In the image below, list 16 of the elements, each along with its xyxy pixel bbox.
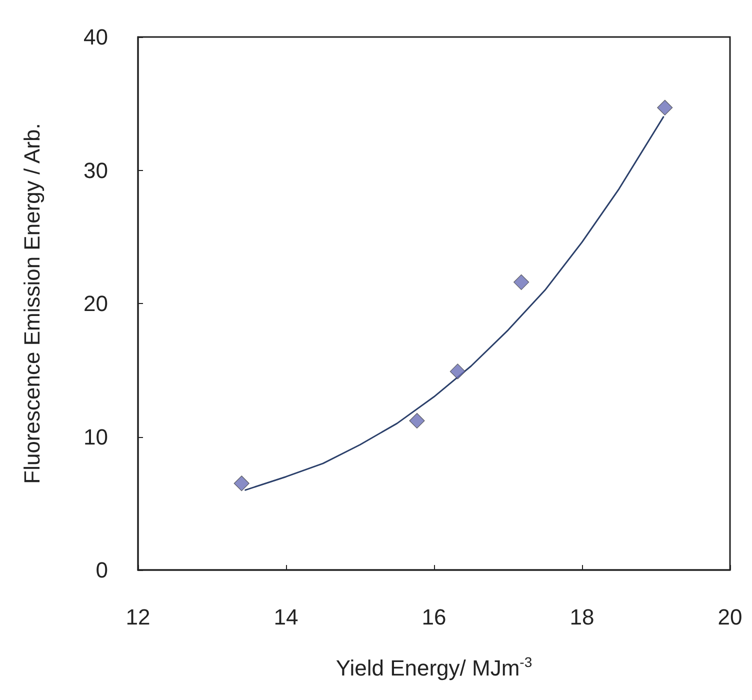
- y-tick-label: 20: [84, 291, 108, 316]
- y-tick-label: 0: [96, 558, 108, 582]
- y-tick-label: 40: [84, 24, 108, 50]
- point: [409, 412, 425, 429]
- y-tick-label: 30: [84, 158, 108, 183]
- point: [657, 100, 673, 116]
- x-tick-label: 14: [274, 604, 298, 630]
- point: [514, 274, 530, 290]
- x-tick-label: 12: [126, 604, 150, 630]
- y-tick-label: 10: [84, 424, 108, 450]
- point: [450, 364, 466, 380]
- x-tick-label: 18: [570, 604, 594, 630]
- x-tick-label: 20: [718, 604, 742, 630]
- point: [234, 476, 250, 492]
- x-tick-label: 16: [422, 604, 446, 630]
- y-axis-title: Fluorescence Emission Energy / Arb.: [20, 123, 44, 484]
